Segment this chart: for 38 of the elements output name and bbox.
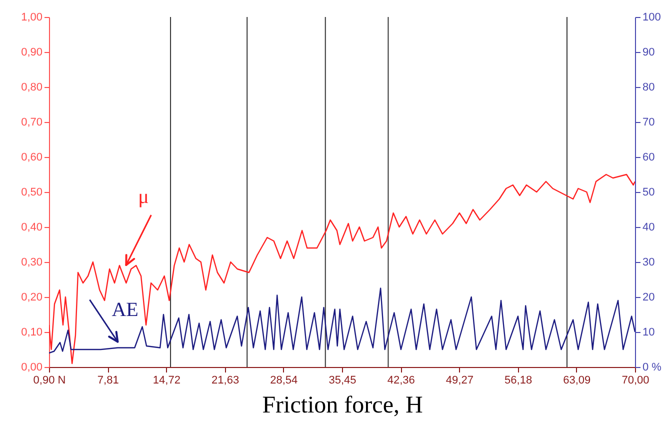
y-tick-label: 0,10 — [21, 326, 42, 338]
x-tick-label: 28,54 — [270, 374, 298, 386]
x-tick-label: 49,27 — [446, 374, 474, 386]
y-tick-label: 0,70 — [21, 116, 42, 128]
y-tick-label: 1,00 — [21, 12, 42, 24]
y-tick-label: 0,30 — [21, 256, 42, 268]
y2-tick-label: 90 — [642, 46, 655, 58]
y2-tick-label: 10 — [642, 326, 655, 338]
x-tick-label: 14,72 — [152, 374, 180, 386]
y2-tick-label: 80 — [642, 82, 655, 94]
y2-tick-label: 0 % — [642, 362, 662, 374]
y2-tick-label: 70 — [642, 116, 655, 128]
x-tick-label: 42,36 — [387, 374, 415, 386]
x-axis-title: Friction force, H — [262, 392, 423, 418]
y-tick-label: 0,00 — [21, 362, 42, 374]
x-tick-label: 7,81 — [97, 374, 119, 386]
x-tick-label: 0,90 N — [33, 374, 66, 386]
y-tick-label: 0,90 — [21, 46, 42, 58]
legend-label: AE — [112, 298, 138, 321]
y-tick-label: 0,50 — [21, 186, 42, 198]
x-tick-label: 63,09 — [563, 374, 591, 386]
x-tick-label: 21,63 — [212, 374, 240, 386]
y2-tick-label: 100 — [642, 12, 661, 24]
y-tick-label: 0,60 — [21, 152, 42, 164]
x-tick-label: 35,45 — [328, 374, 356, 386]
y2-tick-label: 20 — [642, 292, 655, 304]
y2-tick-label: 30 — [642, 256, 655, 268]
y2-tick-label: 40 — [642, 222, 655, 234]
line-series — [49, 288, 635, 354]
x-tick-label: 56,18 — [504, 374, 532, 386]
text: μ — [138, 186, 149, 208]
y-tick-label: 0,80 — [21, 82, 42, 94]
y-tick-label: 0,40 — [21, 222, 42, 234]
y2-tick-label: 60 — [642, 152, 655, 164]
y-tick-label: 0,20 — [21, 292, 42, 304]
y2-tick-label: 50 — [642, 186, 655, 198]
x-tick-label: 70,00 — [622, 374, 650, 386]
line-series — [49, 174, 635, 364]
